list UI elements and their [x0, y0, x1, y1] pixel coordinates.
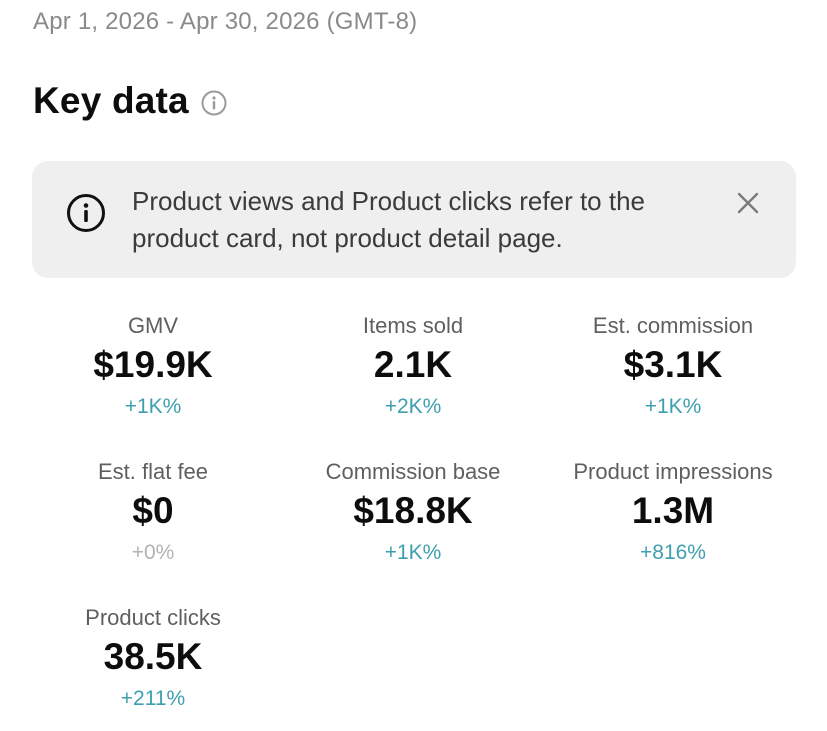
metric-value: 38.5K — [103, 636, 203, 677]
metric-items-sold[interactable]: Items sold 2.1K +2K% — [283, 311, 543, 422]
metric-value: $0 — [132, 490, 174, 531]
metric-value: 2.1K — [373, 344, 453, 385]
metric-change: +211% — [120, 687, 186, 710]
metric-est-commission[interactable]: Est. commission $3.1K +1K% — [543, 311, 803, 422]
metric-label: Items sold — [362, 313, 464, 338]
page-title: Key data — [33, 80, 189, 121]
metric-commission-base[interactable]: Commission base $18.8K +1K% — [283, 457, 543, 568]
info-icon — [66, 193, 106, 233]
metric-change: +0% — [131, 541, 175, 564]
info-banner: Product views and Product clicks refer t… — [32, 161, 796, 278]
metric-product-clicks[interactable]: Product clicks 38.5K +211% — [23, 603, 283, 714]
metric-product-impressions[interactable]: Product impressions 1.3M +816% — [543, 457, 803, 568]
metric-label: Commission base — [325, 459, 501, 484]
info-icon[interactable] — [201, 90, 227, 116]
metric-value: $3.1K — [623, 344, 723, 385]
metric-change: +1K% — [644, 395, 702, 418]
metric-label: Est. commission — [592, 313, 754, 338]
metric-value: $19.9K — [93, 344, 213, 385]
metric-change: +816% — [640, 541, 706, 564]
metric-change: +2K% — [384, 395, 442, 418]
metric-label: Product impressions — [573, 459, 773, 484]
metric-gmv[interactable]: GMV $19.9K +1K% — [23, 311, 283, 422]
title-row: Key data — [33, 80, 227, 122]
metric-change: +1K% — [124, 395, 182, 418]
metric-change: +1K% — [384, 541, 442, 564]
date-range[interactable]: Apr 1, 2026 - Apr 30, 2026 (GMT-8) — [33, 8, 418, 35]
banner-message: Product views and Product clicks refer t… — [132, 186, 646, 253]
metric-value: 1.3M — [631, 490, 715, 531]
metric-value: $18.8K — [353, 490, 473, 531]
close-icon[interactable] — [734, 189, 762, 217]
metric-est-flat-fee[interactable]: Est. flat fee $0 +0% — [23, 457, 283, 568]
metric-label: Product clicks — [85, 605, 221, 630]
metric-label: GMV — [127, 313, 179, 338]
metric-label: Est. flat fee — [97, 459, 209, 484]
